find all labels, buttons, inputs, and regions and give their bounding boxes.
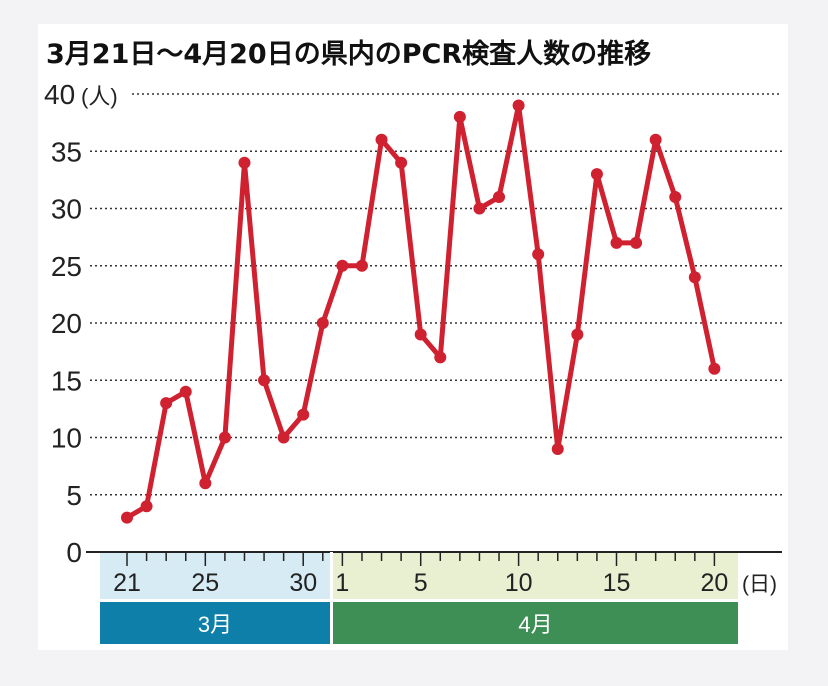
data-point-3-21 bbox=[121, 511, 133, 524]
x-tick-label-15: 15 bbox=[603, 569, 631, 597]
x-tick-label-20: 20 bbox=[700, 569, 728, 597]
data-point-4-17 bbox=[649, 133, 662, 146]
data-point-4-9 bbox=[493, 191, 506, 204]
data-point-4-16 bbox=[630, 236, 643, 249]
data-point-3-24 bbox=[179, 385, 192, 398]
x-tick-label-30: 30 bbox=[289, 569, 317, 597]
data-point-4-5 bbox=[414, 328, 427, 341]
month-label-box-2 bbox=[333, 602, 738, 644]
data-point-3-25 bbox=[199, 477, 212, 490]
data-point-3-31 bbox=[316, 317, 329, 329]
month-label-box-1 bbox=[100, 602, 330, 644]
data-point-4-12 bbox=[551, 442, 564, 455]
data-point-4-3 bbox=[375, 133, 388, 146]
y-tick-label-40: 40 bbox=[44, 79, 75, 110]
data-point-4-15 bbox=[610, 236, 623, 249]
data-point-3-29 bbox=[277, 431, 290, 444]
y-tick-label-30: 30 bbox=[51, 194, 82, 225]
data-point-4-7 bbox=[453, 110, 466, 123]
x-tick-label-21: 21 bbox=[113, 569, 141, 597]
data-point-4-1 bbox=[336, 259, 349, 272]
y-tick-label-20: 20 bbox=[51, 308, 82, 339]
data-point-4-19 bbox=[688, 271, 701, 284]
data-point-3-27 bbox=[238, 156, 251, 169]
x-tick-label-1: 1 bbox=[335, 569, 349, 597]
y-axis: 0 5 10 15 20 25 30 35 40 (人) bbox=[44, 79, 118, 568]
data-point-4-10 bbox=[512, 99, 525, 112]
x-tick-label-25: 25 bbox=[191, 569, 219, 597]
data-point-4-14 bbox=[590, 168, 603, 181]
data-point-3-22 bbox=[140, 500, 153, 513]
data-point-4-6 bbox=[434, 351, 447, 364]
x-unit-label: (日) bbox=[742, 573, 777, 596]
series-line-1 bbox=[124, 102, 717, 521]
data-point-3-23 bbox=[160, 397, 173, 410]
y-tick-label-35: 35 bbox=[51, 136, 82, 167]
y-tick-label-15: 15 bbox=[51, 365, 82, 396]
data-point-4-20 bbox=[708, 362, 721, 375]
line-chart: 3月21日〜4月20日の県内のPCR検査人数の推移 3月 4月 051015202… bbox=[44, 39, 782, 644]
data-point-3-28 bbox=[258, 374, 271, 387]
data-point-4-18 bbox=[669, 191, 682, 204]
y-tick-label-0: 0 bbox=[66, 537, 82, 568]
series-layer bbox=[121, 99, 721, 524]
month-label-2: 4月 bbox=[518, 612, 552, 637]
chart-title: 3月21日〜4月20日の県内のPCR検査人数の推移 bbox=[46, 39, 651, 70]
x-axis: 21 25 30 1 5 10 15 20 (日) bbox=[86, 551, 782, 644]
gridlines bbox=[90, 93, 782, 496]
y-unit-label: (人) bbox=[81, 84, 118, 109]
data-point-3-30 bbox=[297, 408, 310, 421]
data-point-3-26 bbox=[218, 431, 231, 444]
month-bands: 3月 4月 bbox=[100, 552, 738, 644]
chart-card: 3月21日〜4月20日の県内のPCR検査人数の推移 3月 4月 0 5 10 15 20 2… bbox=[38, 24, 788, 650]
data-point-4-8 bbox=[473, 202, 486, 215]
y-tick-label-25: 25 bbox=[51, 251, 82, 282]
month-band-1 bbox=[100, 552, 330, 599]
data-point-4-2 bbox=[355, 259, 368, 272]
data-point-4-13 bbox=[571, 328, 584, 341]
x-tick-label-5: 5 bbox=[414, 569, 428, 597]
x-tick-label-10: 10 bbox=[505, 569, 533, 597]
month-label-1: 3月 bbox=[198, 612, 232, 637]
data-point-4-11 bbox=[532, 248, 545, 261]
data-point-4-4 bbox=[395, 156, 408, 169]
y-tick-label-10: 10 bbox=[51, 423, 82, 454]
month-band-2 bbox=[333, 552, 738, 599]
y-tick-label-5: 5 bbox=[66, 480, 82, 511]
